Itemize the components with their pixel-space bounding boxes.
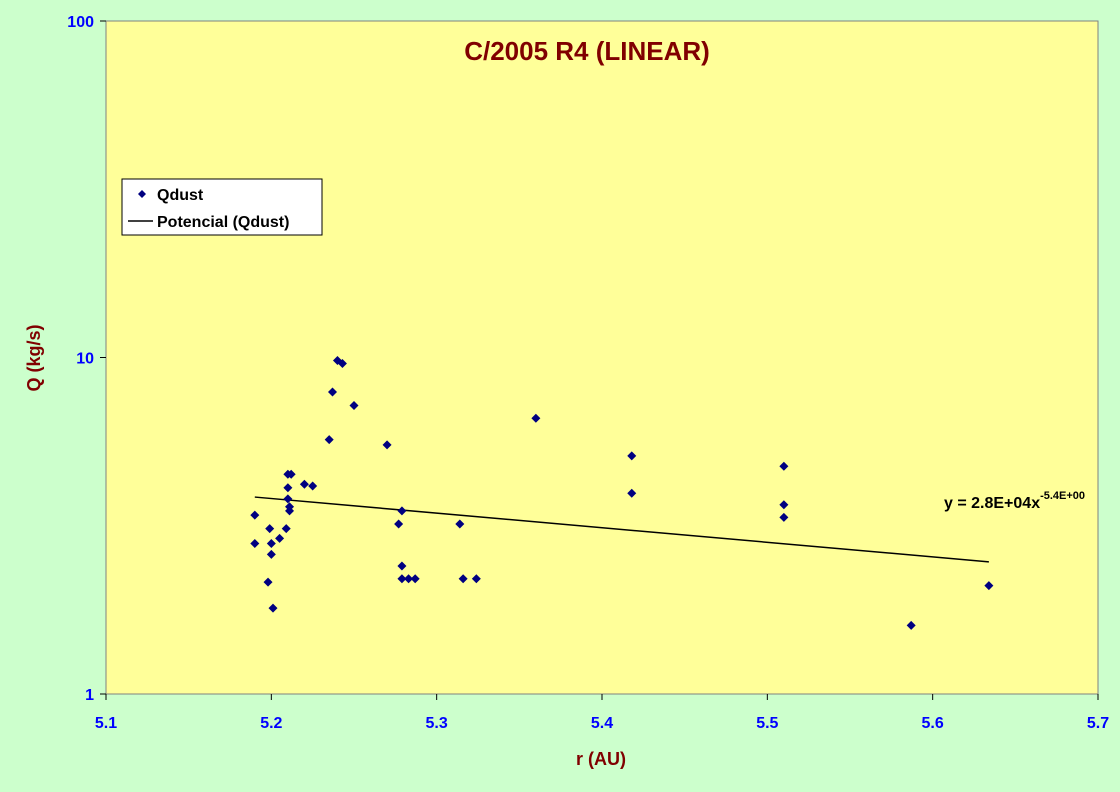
legend: Qdust Potencial (Qdust)	[121, 178, 323, 236]
data-point	[627, 488, 637, 498]
data-point	[328, 387, 338, 397]
data-point	[404, 574, 414, 584]
data-point	[627, 451, 637, 461]
data-point	[397, 506, 407, 516]
data-point	[397, 574, 407, 584]
legend-box	[121, 178, 323, 236]
data-point	[286, 469, 296, 479]
data-point	[455, 519, 465, 529]
data-point	[382, 440, 392, 450]
y-axis-title: Q (kg/s)	[24, 324, 44, 391]
data-point	[263, 577, 273, 587]
data-point	[471, 574, 481, 584]
data-point	[308, 481, 318, 491]
data-point	[250, 510, 260, 520]
x-tick-label: 5.1	[95, 715, 117, 732]
trendline-equation: y = 2.8E+04x-5.4E+00	[944, 490, 1085, 512]
x-tick-label: 5.6	[922, 715, 944, 732]
plot-area	[105, 20, 1099, 695]
data-point	[337, 358, 347, 368]
data-point	[779, 461, 789, 471]
y-tick-label: 100	[67, 14, 94, 31]
data-point	[906, 620, 916, 630]
y-tick-label: 10	[76, 351, 94, 368]
x-tick-label: 5.7	[1087, 715, 1109, 732]
chart-title: C/2005 R4 (LINEAR)	[464, 36, 710, 66]
data-point	[394, 519, 404, 529]
data-point	[250, 539, 260, 549]
equation-main: y = 2.8E+04x	[944, 495, 1040, 512]
data-point	[397, 561, 407, 571]
x-tick-label: 5.2	[260, 715, 282, 732]
data-point	[275, 533, 285, 543]
data-point	[281, 524, 291, 534]
equation-exponent: -5.4E+00	[1040, 490, 1085, 502]
data-point	[984, 581, 994, 591]
data-point	[324, 435, 334, 445]
data-point	[349, 401, 359, 411]
data-points	[250, 355, 994, 630]
data-point	[410, 574, 420, 584]
data-point	[283, 494, 293, 504]
data-point	[285, 502, 295, 512]
x-axis-title: r (AU)	[576, 749, 626, 769]
x-tick-label: 5.3	[426, 715, 448, 732]
data-point	[265, 524, 275, 534]
x-tick-label: 5.5	[756, 715, 778, 732]
data-point	[531, 413, 541, 423]
data-point	[458, 574, 468, 584]
x-tick-label: 5.4	[591, 715, 613, 732]
legend-label-qdust: Qdust	[157, 187, 204, 204]
data-point	[299, 479, 309, 489]
data-point	[779, 500, 789, 510]
trendline	[254, 496, 989, 563]
data-point	[779, 512, 789, 522]
data-point	[283, 483, 293, 493]
data-point	[268, 603, 278, 613]
axes: 5.1 5.2 5.3 5.4 5.5 5.6 5.7 1 10 100	[67, 14, 1109, 732]
legend-label-trendline: Potencial (Qdust)	[157, 214, 289, 231]
trendline-line	[254, 496, 989, 563]
data-point	[266, 539, 276, 549]
y-tick-label: 1	[85, 687, 94, 704]
data-point	[266, 549, 276, 559]
legend-diamond-icon	[138, 190, 146, 198]
